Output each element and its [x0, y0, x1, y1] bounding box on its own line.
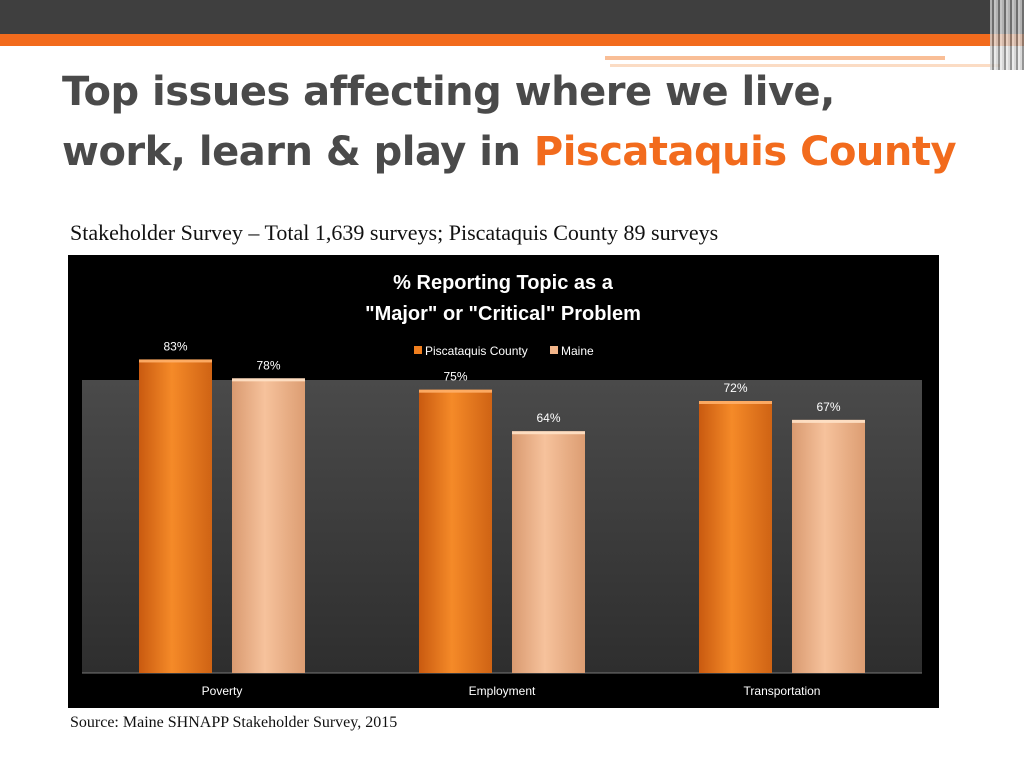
chart-container: % Reporting Topic as a "Major" or "Criti…	[68, 255, 939, 708]
data-label-0-0: 83%	[163, 339, 187, 353]
bar-highlight-0-0	[139, 359, 212, 363]
bar-employment-series-1	[512, 431, 585, 673]
plot-area	[82, 380, 922, 673]
bar-transportation-series-0	[699, 401, 772, 673]
survey-subtitle: Stakeholder Survey – Total 1,639 surveys…	[70, 220, 719, 245]
data-label-1-0: 75%	[443, 370, 467, 384]
bars-group: 83% 78% 75% 64% 72% 67%	[139, 339, 865, 673]
title-text: Top issues affecting where we live, work…	[62, 69, 835, 175]
bar-employment-series-0	[419, 389, 492, 673]
top-white-stripe	[0, 46, 600, 52]
x-tick-label-0: Poverty	[202, 684, 243, 698]
data-label-2-0: 72%	[723, 381, 747, 395]
top-accent-line	[605, 56, 945, 60]
data-label-1-1: 64%	[536, 411, 560, 425]
top-dark-band	[0, 0, 1024, 34]
legend-label-1: Maine	[561, 344, 594, 358]
legend-swatch-0	[414, 346, 422, 354]
slide-title: Top issues affecting where we live, work…	[62, 62, 962, 182]
x-tick-label-1: Employment	[469, 684, 536, 698]
title-highlight: Piscataquis County	[533, 129, 957, 175]
chart-title-line2: "Major" or "Critical" Problem	[365, 303, 641, 325]
bar-highlight-0-1	[232, 378, 305, 382]
top-orange-band	[0, 34, 1024, 46]
x-tick-label-2: Transportation	[744, 684, 821, 698]
legend-swatch-1	[550, 346, 558, 354]
data-label-0-1: 78%	[256, 358, 280, 372]
data-label-2-1: 67%	[816, 400, 840, 414]
top-accent-line-2	[610, 64, 1000, 67]
legend-label-0: Piscataquis County	[425, 344, 528, 358]
bar-highlight-1-1	[512, 431, 585, 435]
bar-highlight-2-1	[792, 419, 865, 423]
x-axis-labels: Poverty Employment Transportation	[202, 684, 821, 698]
source-note: Source: Maine SHNAPP Stakeholder Survey,…	[70, 714, 398, 731]
bar-transportation-series-1	[792, 419, 865, 673]
top-right-stripes	[990, 0, 1024, 70]
bar-poverty-series-1	[232, 378, 305, 673]
chart-title-line1: % Reporting Topic as a	[393, 272, 614, 294]
bar-chart: % Reporting Topic as a "Major" or "Criti…	[82, 272, 922, 698]
chart-legend: Piscataquis County Maine	[414, 344, 594, 358]
bar-highlight-2-0	[699, 401, 772, 404]
bar-highlight-1-0	[419, 389, 492, 393]
bar-poverty-series-0	[139, 359, 212, 673]
